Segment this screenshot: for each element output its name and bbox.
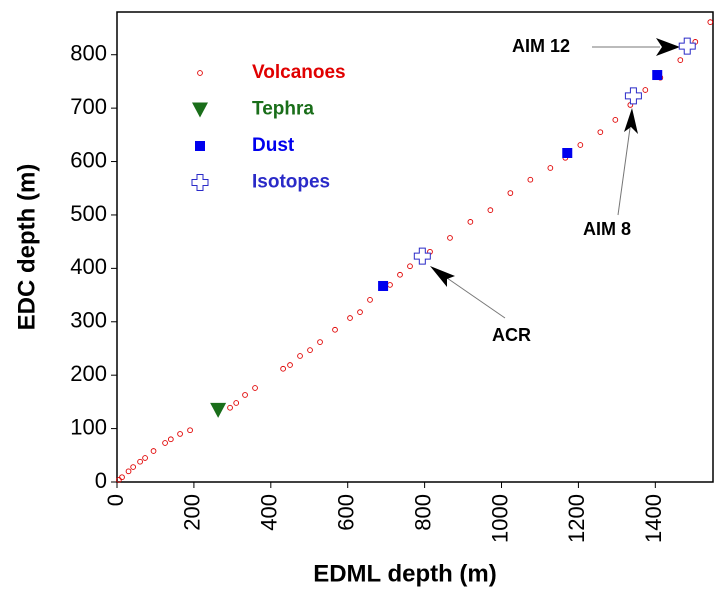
annotation: AIM 12: [512, 36, 570, 56]
point: [137, 458, 143, 465]
series: [413, 37, 696, 265]
point: [707, 19, 714, 25]
point: [562, 148, 573, 158]
annotations: AIM 12 AIM 8 ACR: [430, 36, 680, 345]
x-tick-label: 1400: [641, 494, 666, 543]
point: [150, 448, 157, 454]
series: [210, 402, 227, 418]
point: [357, 309, 363, 316]
legend-label: Tephra: [252, 99, 314, 120]
annotation: AIM 8: [583, 219, 631, 239]
point: [252, 385, 258, 391]
point: [317, 339, 323, 345]
annotation: ACR: [492, 325, 531, 345]
point: [387, 282, 393, 288]
annotation-arrowhead: [624, 108, 638, 134]
y-tick-label: 400: [70, 254, 107, 279]
annotation-arrow: [446, 277, 506, 319]
point: [397, 271, 403, 278]
point: [125, 468, 132, 475]
y-tick-label: 300: [70, 308, 107, 333]
point: [378, 280, 389, 291]
point: [467, 219, 474, 225]
point: [507, 190, 514, 196]
y-axis-label: EDC depth (m): [13, 164, 40, 331]
series: [116, 19, 714, 483]
y-tick-label: 800: [70, 41, 107, 66]
legend-marker: [191, 174, 209, 191]
point: [227, 404, 233, 411]
legend-label: Isotopes: [252, 172, 330, 193]
point: [177, 431, 183, 437]
point: [297, 353, 303, 359]
x-tick-label: 1200: [564, 494, 589, 543]
point: [287, 362, 293, 368]
x-tick-label: 1000: [487, 494, 512, 543]
point: [162, 440, 168, 446]
point: [597, 129, 604, 136]
x-tick-label: 400: [257, 494, 282, 531]
point: [119, 474, 125, 481]
annotation-arrowhead: [430, 266, 455, 287]
annotation-arrowhead: [656, 38, 680, 56]
x-axis-label: EDML depth (m): [313, 560, 497, 587]
x-tick-label: 200: [180, 494, 205, 531]
point: [652, 70, 663, 81]
series: [378, 70, 663, 291]
point: [487, 207, 494, 213]
point: [242, 392, 248, 398]
annotation-arrow: [617, 127, 631, 216]
point: [624, 87, 642, 105]
point: [577, 142, 584, 148]
point: [167, 436, 174, 443]
point: [210, 402, 227, 418]
x-tick-label: 0: [103, 494, 128, 506]
legend-label: Volcanoes: [252, 62, 346, 83]
y-tick-label: 100: [70, 414, 107, 439]
point: [367, 297, 373, 303]
legend-marker: [195, 141, 205, 151]
point: [142, 455, 148, 461]
point: [280, 365, 286, 372]
point: [612, 117, 619, 123]
legend-marker: [192, 102, 208, 118]
y-tick-label: 0: [95, 468, 107, 493]
plot-frame: [116, 11, 714, 483]
point: [527, 176, 534, 183]
point: [413, 247, 431, 265]
x-tick-label: 600: [334, 494, 359, 531]
point: [547, 165, 554, 171]
point: [332, 326, 338, 333]
point: [677, 57, 684, 63]
legend-marker: [197, 70, 203, 76]
point: [187, 427, 193, 434]
y-tick-label: 600: [70, 147, 107, 172]
y-tick-label: 500: [70, 201, 107, 226]
point: [407, 263, 413, 270]
y-tick-label: 700: [70, 94, 107, 119]
point: [307, 347, 313, 353]
point: [233, 400, 240, 406]
y-tick-label: 200: [70, 361, 107, 386]
point: [642, 87, 649, 93]
x-tick-label: 800: [410, 494, 435, 531]
point: [447, 235, 453, 241]
point: [130, 464, 136, 470]
point: [678, 37, 696, 55]
point: [347, 315, 353, 321]
legend-label: Dust: [252, 135, 295, 156]
